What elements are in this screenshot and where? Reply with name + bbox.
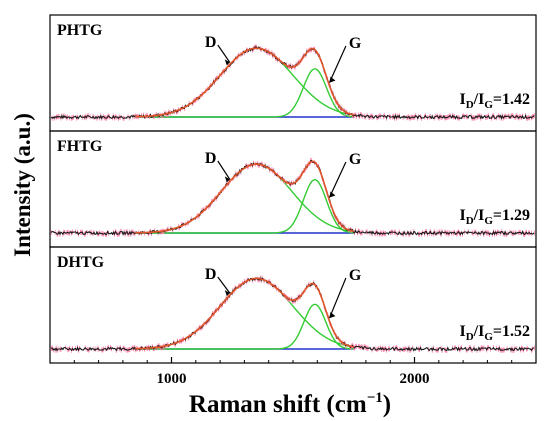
g-band-arrow [328,277,347,319]
g-band-fit [135,178,354,234]
sample-label: DHTG [57,254,105,271]
g-band-arrow [328,45,347,83]
panel-fhtg: FHTG D G ID/IG=1.29 [49,130,537,248]
g-band-fit [135,303,354,350]
d-band-arrowhead [224,176,230,183]
panel-phtg: PHTG D G ID/IG=1.42 [49,14,537,132]
d-band-label: D [205,34,217,51]
panel-frame [49,130,537,248]
g-band-arrowhead [329,76,336,83]
d-band-arrowhead [224,59,230,66]
x-axis-label: Raman shift (cm−1) [189,390,391,418]
x-axis-label-main: Raman shift (cm [189,391,367,418]
g-band-arrow [328,161,347,198]
panel-frame [49,246,537,364]
g-band-label: G [349,267,362,284]
x-axis: 1000 2000 [49,357,537,387]
x-axis-label-tail: ) [383,391,391,418]
g-band-label: G [349,35,362,52]
total-fit [135,47,354,118]
id-ig-ratio: ID/IG=1.29 [459,207,530,227]
d-band-fit [135,47,354,118]
sample-label: FHTG [57,138,103,155]
g-band-label: G [349,151,362,168]
d-band-arrowhead [224,290,230,297]
panel-dhtg: DHTG D G ID/IG=1.52 [49,246,537,364]
d-band-fit [135,277,354,350]
d-band-arrow [217,276,231,294]
x-axis-label-superscript: −1 [367,390,383,406]
total-fit [135,277,354,350]
x-tick-label: 2000 [400,371,430,387]
g-band-arrowhead [329,191,336,198]
d-band-arrow [217,44,231,63]
g-band-fit [135,68,354,118]
g-band-arrowhead [329,312,336,319]
y-axis-label: Intensity (a.u.) [10,113,35,257]
panels-layer: PHTG D G ID/IG=1.42 FHTG D G ID/IG=1.29 DHTG D G ID… [49,14,537,364]
d-band-arrow [217,160,231,180]
id-ig-ratio: ID/IG=1.42 [459,91,530,111]
total-fit [135,160,354,234]
x-tick-label: 1000 [157,371,187,387]
raw-spectrum [50,276,535,352]
sample-label: PHTG [57,22,103,39]
id-ig-ratio: ID/IG=1.52 [459,323,530,343]
raw-error-bars [50,275,535,353]
d-band-label: D [205,150,217,167]
d-band-label: D [205,266,217,283]
